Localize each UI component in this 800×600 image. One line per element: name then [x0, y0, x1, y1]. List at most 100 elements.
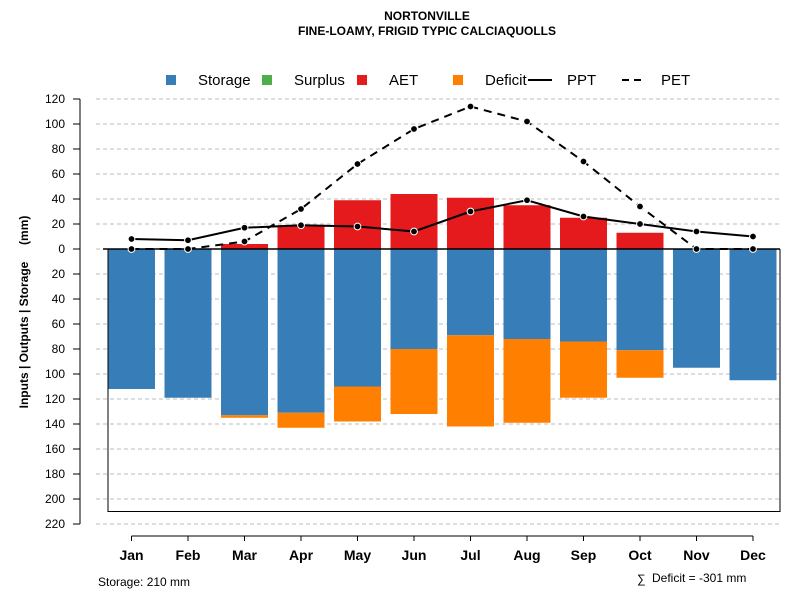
bar-aet-apr: [277, 225, 325, 249]
x-tick-label-jul: Jul: [460, 547, 480, 563]
y-tick-label-10: 80: [52, 342, 66, 356]
gridlines: [96, 98, 780, 525]
ppt-point-jan: [127, 235, 136, 243]
ppt-point-aug: [523, 196, 531, 205]
bar-storage-may: [334, 249, 381, 387]
bar-deficit-mar: [221, 415, 268, 418]
bar-storage-dec: [729, 249, 777, 381]
y-tick-label-8: 40: [52, 292, 66, 306]
bar-aet-aug: [503, 205, 551, 249]
legend-label-storage: Storage: [198, 72, 251, 89]
y-tick-label-13: 140: [45, 417, 65, 431]
ppt-point-apr: [297, 221, 305, 230]
ppt-point-may: [353, 222, 362, 231]
y-tick-label-4: 40: [52, 192, 66, 206]
bar-aet-mar: [221, 244, 268, 249]
ppt-point-mar: [240, 223, 249, 232]
legend-label-pet: PET: [661, 72, 690, 89]
legend-swatch-surplus: [262, 75, 272, 85]
bar-deficit-apr: [277, 412, 325, 428]
pet-point-feb: [184, 245, 192, 253]
deficit-sum-symbol: ∑: [637, 572, 646, 586]
x-tick-label-feb: Feb: [176, 547, 201, 563]
ppt-point-sep: [579, 212, 588, 221]
y-tick-label-7: 20: [52, 267, 66, 281]
ppt-point-dec: [749, 232, 757, 241]
x-tick-label-jan: Jan: [119, 547, 143, 563]
y-tick-label-12: 120: [45, 392, 65, 406]
bar-storage-jan: [108, 249, 155, 389]
y-tick-label-3: 60: [52, 167, 66, 181]
ppt-line: [131, 199, 754, 242]
x-axis: Jan Feb Mar Apr May Jun Jul Aug Sep Oct Nov Dec: [119, 535, 766, 563]
bar-deficit-jul: [447, 335, 494, 427]
bar-deficit-sep: [560, 341, 607, 398]
bar-deficit-oct: [616, 350, 664, 378]
pet-point-jun: [410, 125, 418, 133]
y-axis: 1201008060402002040608010012014016018020…: [45, 92, 81, 531]
y-tick-label-9: 60: [52, 317, 66, 331]
legend-swatch-aet: [357, 75, 367, 85]
pet-point-mar: [240, 237, 249, 246]
chart-title: NORTONVILLE: [384, 9, 470, 23]
legend-label-surplus: Surplus: [294, 72, 345, 89]
pet-point-apr: [297, 205, 305, 213]
pet-point-oct: [636, 202, 644, 211]
x-tick-label-may: May: [344, 547, 371, 563]
bars-layer: [103, 194, 781, 512]
y-tick-label-5: 20: [52, 217, 66, 231]
bar-deficit-jun: [390, 349, 438, 414]
y-tick-label-2: 80: [52, 142, 66, 156]
bar-storage-aug: [503, 249, 551, 339]
x-tick-label-jun: Jun: [402, 547, 427, 563]
bar-deficit-may: [334, 386, 381, 422]
ppt-point-nov: [692, 227, 701, 236]
bar-aet-sep: [560, 217, 607, 249]
pet-line: [131, 105, 753, 250]
pet-point-sep: [579, 157, 588, 166]
pet-point-may: [353, 160, 362, 168]
bar-aet-oct: [616, 232, 664, 249]
ppt-point-jun: [410, 227, 418, 236]
y-tick-label-14: 160: [45, 442, 65, 456]
y-tick-label-11: 100: [45, 367, 65, 381]
bar-deficit-aug: [503, 339, 551, 423]
y-tick-label-16: 200: [45, 492, 65, 506]
x-tick-label-aug: Aug: [513, 547, 540, 563]
x-tick-label-oct: Oct: [628, 547, 652, 563]
bar-storage-sep: [560, 249, 607, 342]
legend-swatch-deficit: [453, 75, 463, 85]
bar-storage-jun: [390, 249, 438, 349]
y-tick-label-15: 180: [45, 467, 65, 481]
x-tick-label-sep: Sep: [571, 547, 597, 563]
bar-aet-jul: [447, 197, 494, 249]
bar-storage-jul: [447, 249, 494, 336]
y-tick-label-17: 220: [45, 517, 65, 531]
pet-point-jul: [466, 102, 475, 111]
pet-point-aug: [523, 117, 531, 126]
x-tick-label-mar: Mar: [232, 547, 257, 563]
bar-storage-apr: [277, 249, 325, 413]
ppt-point-jul: [466, 207, 475, 216]
y-axis-title: Inputs | Outputs | Storage (mm): [17, 216, 31, 409]
legend: Storage Surplus AET Deficit PPT PET: [166, 72, 690, 89]
pet-point-jan: [127, 245, 136, 253]
y-tick-label-0: 120: [45, 92, 65, 106]
storage-footnote: Storage: 210 mm: [98, 575, 190, 589]
bar-aet-jun: [390, 194, 438, 249]
legend-label-aet: AET: [389, 72, 418, 89]
y-tick-label-6: 0: [58, 242, 65, 256]
pet-point-dec: [749, 245, 757, 253]
ppt-point-feb: [184, 236, 192, 245]
legend-swatch-storage: [166, 75, 176, 85]
storage-capacity-box: [107, 249, 781, 512]
y-tick-label-1: 100: [45, 117, 65, 131]
bar-storage-feb: [164, 249, 212, 398]
bar-storage-oct: [616, 249, 664, 351]
legend-label-deficit: Deficit: [485, 72, 528, 89]
x-tick-label-dec: Dec: [740, 547, 766, 563]
ppt-point-oct: [636, 220, 644, 228]
lines-layer: [127, 102, 757, 253]
chart-subtitle: FINE-LOAMY, FRIGID TYPIC CALCIAQUOLLS: [298, 24, 556, 38]
